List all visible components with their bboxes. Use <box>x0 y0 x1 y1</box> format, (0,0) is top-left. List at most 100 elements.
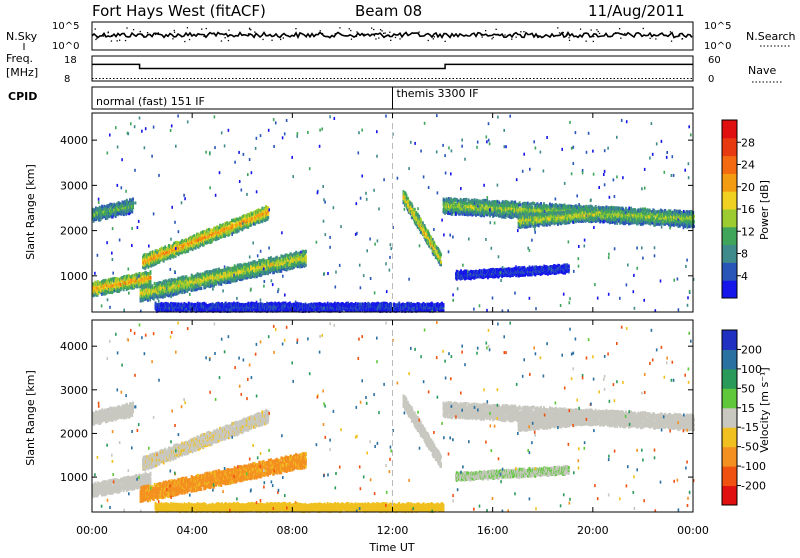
power-cell <box>150 276 152 279</box>
power-cell <box>305 250 307 253</box>
nsearch-point <box>322 33 323 34</box>
nsearch-point <box>329 37 330 38</box>
nsearch-point <box>187 27 188 28</box>
nsearch-point <box>428 40 429 41</box>
nsearch-label: N.Search <box>746 30 796 43</box>
nsearch-point <box>566 35 567 36</box>
nsearch-point <box>350 30 351 31</box>
nsearch-point <box>228 40 229 41</box>
nsearch-point <box>174 30 175 31</box>
nsearch-point <box>598 31 599 32</box>
nsearch-point <box>615 32 616 33</box>
nsearch-point <box>280 39 281 40</box>
nsearch-point <box>363 34 364 35</box>
freq-label-2: [MHz] <box>6 66 38 79</box>
power-cell <box>132 198 134 201</box>
nsearch-point <box>671 41 672 42</box>
nsearch-point <box>339 27 340 28</box>
nsearch-point <box>569 40 570 41</box>
nsearch-point <box>133 29 134 30</box>
nsearch-point <box>643 28 644 29</box>
nsearch-point <box>481 35 482 36</box>
nsearch-point <box>599 33 600 34</box>
nsearch-point <box>591 29 592 30</box>
power-cell <box>150 270 152 273</box>
nsearch-point <box>126 27 127 28</box>
nsearch-point <box>381 30 382 31</box>
nsearch-point <box>95 28 96 29</box>
nsearch-point <box>283 37 284 38</box>
nsearch-point <box>445 41 446 42</box>
freq-label-1: Freq. <box>6 52 33 65</box>
power-cell <box>200 287 202 290</box>
nsearch-point <box>248 33 249 34</box>
nsearch-point <box>96 38 97 39</box>
nsky-label: N.Sky <box>6 30 38 43</box>
nsearch-point <box>559 32 560 33</box>
nsearch-point <box>375 38 376 39</box>
nsearch-point <box>496 29 497 30</box>
nsearch-point <box>125 40 126 41</box>
freq-right-tick-bottom: 0 <box>708 74 714 85</box>
nsearch-point <box>155 34 156 35</box>
nsearch-point <box>351 39 352 40</box>
nsearch-point <box>560 33 561 34</box>
cpid-panel: CPID normal (fast) 151 IF themis 3300 IF <box>8 87 693 109</box>
nsearch-point <box>356 36 357 37</box>
nsearch-point <box>140 31 141 32</box>
nsky-trace <box>92 27 692 42</box>
nsearch-point <box>538 35 539 36</box>
power-cell <box>305 264 307 267</box>
power-data <box>92 114 695 313</box>
nsearch-point <box>119 40 120 41</box>
nsearch-point <box>593 41 594 42</box>
nsearch-point <box>385 32 386 33</box>
nsearch-point <box>568 37 569 38</box>
nsearch-point <box>262 39 263 40</box>
nsky-right-tick-top: 10^5 <box>704 21 731 32</box>
nsearch-point <box>111 40 112 41</box>
nsearch-point <box>511 39 512 40</box>
nsearch-point <box>271 40 272 41</box>
nsearch-point <box>390 40 391 41</box>
freq-line <box>92 64 693 68</box>
nsearch-point <box>482 36 483 37</box>
freq-left-tick-bottom: 8 <box>64 74 70 85</box>
nsearch-point <box>580 29 581 30</box>
nsearch-point <box>434 36 435 37</box>
nsearch-point <box>586 41 587 42</box>
nsearch-point <box>523 31 524 32</box>
nsky-panel: N.Sky 10^5 10^0 10^5 10^0 N.Search <box>6 21 796 52</box>
nsearch-point <box>593 36 594 37</box>
nsearch-point <box>650 38 651 39</box>
nsearch-point <box>516 37 517 38</box>
nsearch-point <box>320 30 321 31</box>
station-title: Fort Hays West (fitACF) <box>92 2 266 20</box>
nsearch-point <box>172 38 173 39</box>
nsearch-point <box>373 29 374 30</box>
freq-left-tick-top: 18 <box>64 55 77 66</box>
nave-label: Nave <box>748 64 776 77</box>
power-cell <box>189 288 191 291</box>
nsearch-point <box>225 37 226 38</box>
freq-right-tick-top: 60 <box>708 55 721 66</box>
nsearch-point <box>147 32 148 33</box>
nsearch-point <box>203 36 204 37</box>
nsearch-point <box>174 32 175 33</box>
nsearch-point <box>395 37 396 38</box>
freq-panel: Freq. [MHz] 18 8 60 0 Nave <box>6 52 782 85</box>
nsearch-point <box>388 35 389 36</box>
nsearch-point <box>371 28 372 29</box>
nsearch-point <box>318 32 319 33</box>
nsearch-point <box>563 32 564 33</box>
nsearch-point <box>103 35 104 36</box>
nsearch-point <box>583 33 584 34</box>
nsky-left-tick-bottom: 10^0 <box>52 41 79 52</box>
cpid-label: CPID <box>8 90 37 103</box>
nsearch-point <box>152 35 153 36</box>
power-cell <box>218 237 220 240</box>
nsearch-point <box>221 40 222 41</box>
nsearch-point <box>111 35 112 36</box>
nsearch-point <box>167 35 168 36</box>
